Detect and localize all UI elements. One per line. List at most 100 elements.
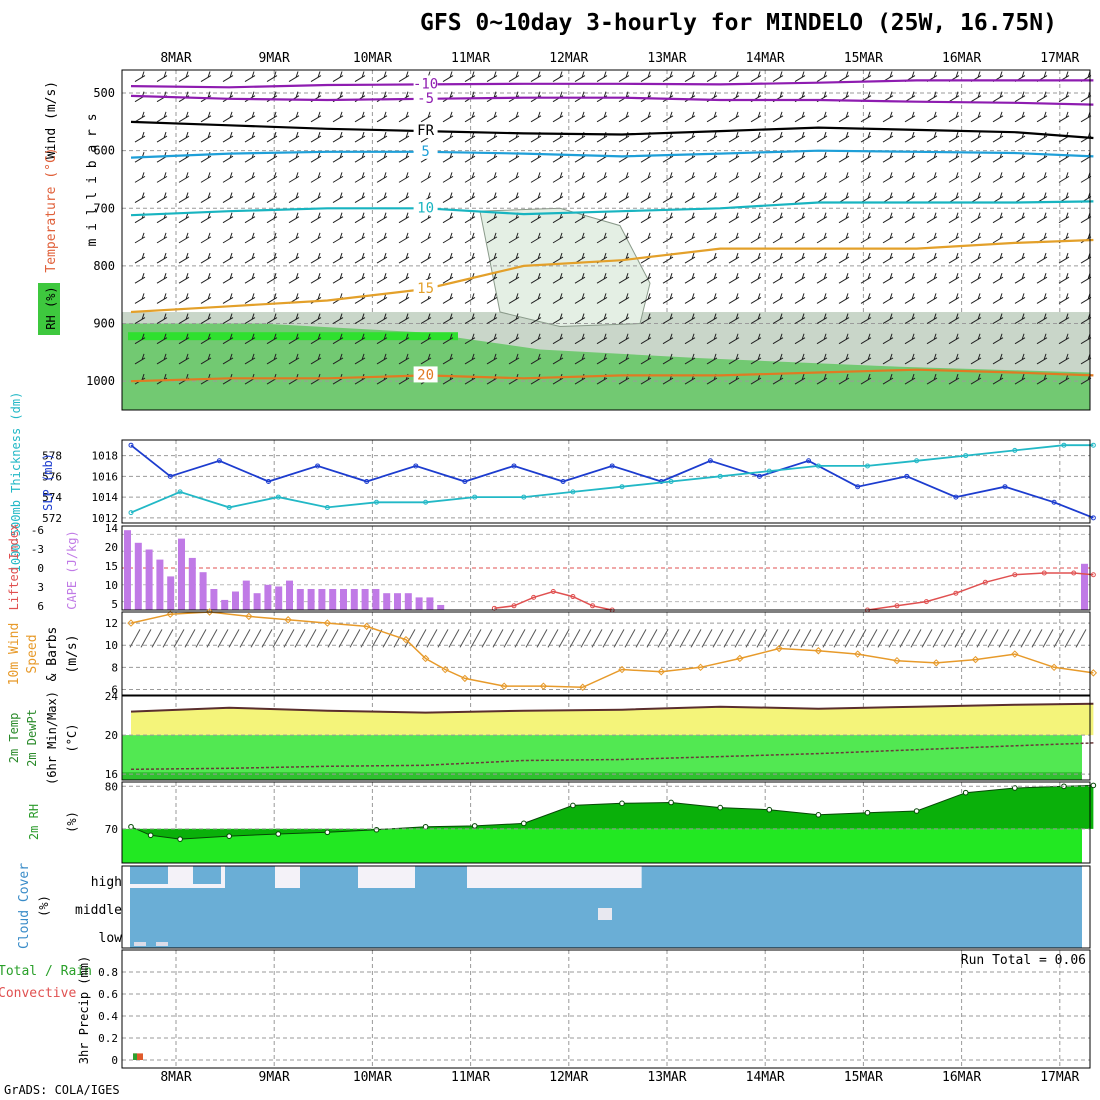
wind-barb — [728, 353, 740, 365]
surface-wind-barb — [569, 629, 581, 648]
wind-barb — [728, 232, 740, 244]
wind-barb — [200, 313, 212, 324]
wind-barb — [266, 172, 278, 183]
wind-barb — [200, 192, 212, 203]
contour-label-bg — [413, 199, 438, 216]
wind-barb — [398, 172, 410, 183]
wind-barb — [508, 71, 520, 82]
wind-barb — [486, 333, 498, 345]
wind-barb — [464, 353, 476, 365]
surface-wind-barb — [767, 629, 779, 648]
wind-barb — [926, 333, 938, 345]
temp-side-label: (°C) — [65, 724, 79, 753]
series-marker — [521, 494, 527, 500]
wind-barb — [860, 212, 872, 224]
wind-speed-marker — [500, 682, 508, 690]
wind-barb — [288, 192, 300, 203]
wind-barb — [816, 373, 828, 385]
wind-barb — [794, 172, 806, 183]
cape-bar — [307, 589, 315, 610]
series-marker — [226, 504, 232, 510]
wind-barb — [222, 293, 234, 304]
surface-wind-barb — [1053, 629, 1065, 648]
rh-marker — [1012, 785, 1018, 791]
wind-barb — [1036, 353, 1048, 365]
surface-wind-barb — [833, 629, 845, 648]
wind-barb — [838, 273, 850, 284]
wind-barb — [640, 71, 652, 82]
wind-barb — [310, 313, 322, 324]
wind-barb — [222, 192, 234, 203]
wind-barb — [134, 353, 146, 365]
wind-barb — [662, 71, 674, 82]
wind-barb — [926, 91, 938, 103]
wind-barb — [178, 293, 190, 304]
temp-tick: 16 — [105, 768, 118, 781]
wind-barb — [596, 152, 608, 163]
surface-wind-barb — [492, 629, 504, 648]
surface-wind-barb — [723, 629, 735, 648]
surface-wind-barb — [503, 629, 515, 648]
wind-barb — [750, 273, 762, 284]
wind-barb — [684, 111, 696, 123]
wind-barb — [750, 353, 762, 365]
rh-fill-base — [122, 828, 1082, 863]
wind-barb — [244, 192, 256, 203]
cloud-side-label: Cloud Cover — [17, 863, 32, 949]
wind-barb — [684, 192, 696, 203]
rh-marker — [422, 823, 429, 830]
wind-barb — [222, 232, 234, 244]
wind-barb — [552, 293, 564, 304]
wind-barb — [288, 232, 300, 244]
cape-bar — [210, 589, 218, 610]
wind-barb — [200, 353, 212, 365]
rh-shade-90 — [128, 332, 458, 341]
wind-barb — [530, 111, 542, 123]
surface-wind-barb — [789, 629, 801, 648]
wind-barb — [816, 232, 828, 244]
wind-barb — [376, 232, 388, 244]
contour-label-bg — [413, 89, 438, 106]
wind-barb — [178, 232, 190, 244]
wind-barb — [772, 353, 784, 365]
rh-marker — [275, 831, 282, 837]
wind-speed-marker — [579, 683, 587, 691]
wind-barb — [442, 152, 454, 163]
date-label-bottom: 10MAR — [353, 1070, 392, 1085]
contour-label: 20 — [417, 367, 434, 383]
surface-wind-barb — [855, 629, 867, 648]
wind-barb — [926, 232, 938, 244]
precip-total-label: Total / Rain — [0, 964, 92, 979]
wind-barb — [992, 373, 1004, 385]
wind-barb — [860, 152, 872, 163]
rh-marker — [471, 823, 478, 829]
lifted-index-line — [494, 590, 613, 611]
wind-barb — [508, 273, 520, 284]
wind-barb — [222, 172, 234, 183]
pressure-axis-label: m i l l i b a r s — [85, 113, 100, 246]
wind-barb — [1036, 212, 1048, 224]
date-label-top: 12MAR — [549, 51, 588, 66]
wind-barb — [178, 353, 190, 365]
wind-barb — [464, 252, 476, 264]
temperature-contour — [130, 79, 1094, 89]
wind-barb — [794, 131, 806, 143]
wind-barb — [574, 313, 586, 324]
rh-marker — [864, 809, 871, 816]
cape-bar — [1081, 563, 1088, 610]
cape-bar — [415, 597, 423, 610]
surface-wind-barb — [1064, 629, 1076, 648]
wind-barb — [574, 172, 586, 183]
series-line — [130, 444, 1094, 519]
wind-barb — [244, 252, 256, 264]
wind-barb — [750, 172, 762, 183]
wind-barb — [684, 273, 696, 284]
cape-bar — [188, 557, 196, 610]
wind-barb — [860, 373, 872, 385]
surface-wind-barb — [415, 629, 427, 648]
wind-barb — [596, 71, 608, 82]
rh-marker — [717, 804, 724, 811]
wind-barb — [596, 111, 608, 123]
wind-barb — [640, 353, 652, 365]
wind-barb — [376, 273, 388, 284]
